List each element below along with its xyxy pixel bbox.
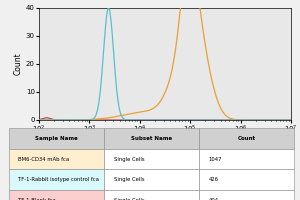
X-axis label: FL1-A :: FITC-A: FL1-A :: FITC-A: [138, 138, 192, 147]
Y-axis label: Count: Count: [14, 53, 23, 75]
